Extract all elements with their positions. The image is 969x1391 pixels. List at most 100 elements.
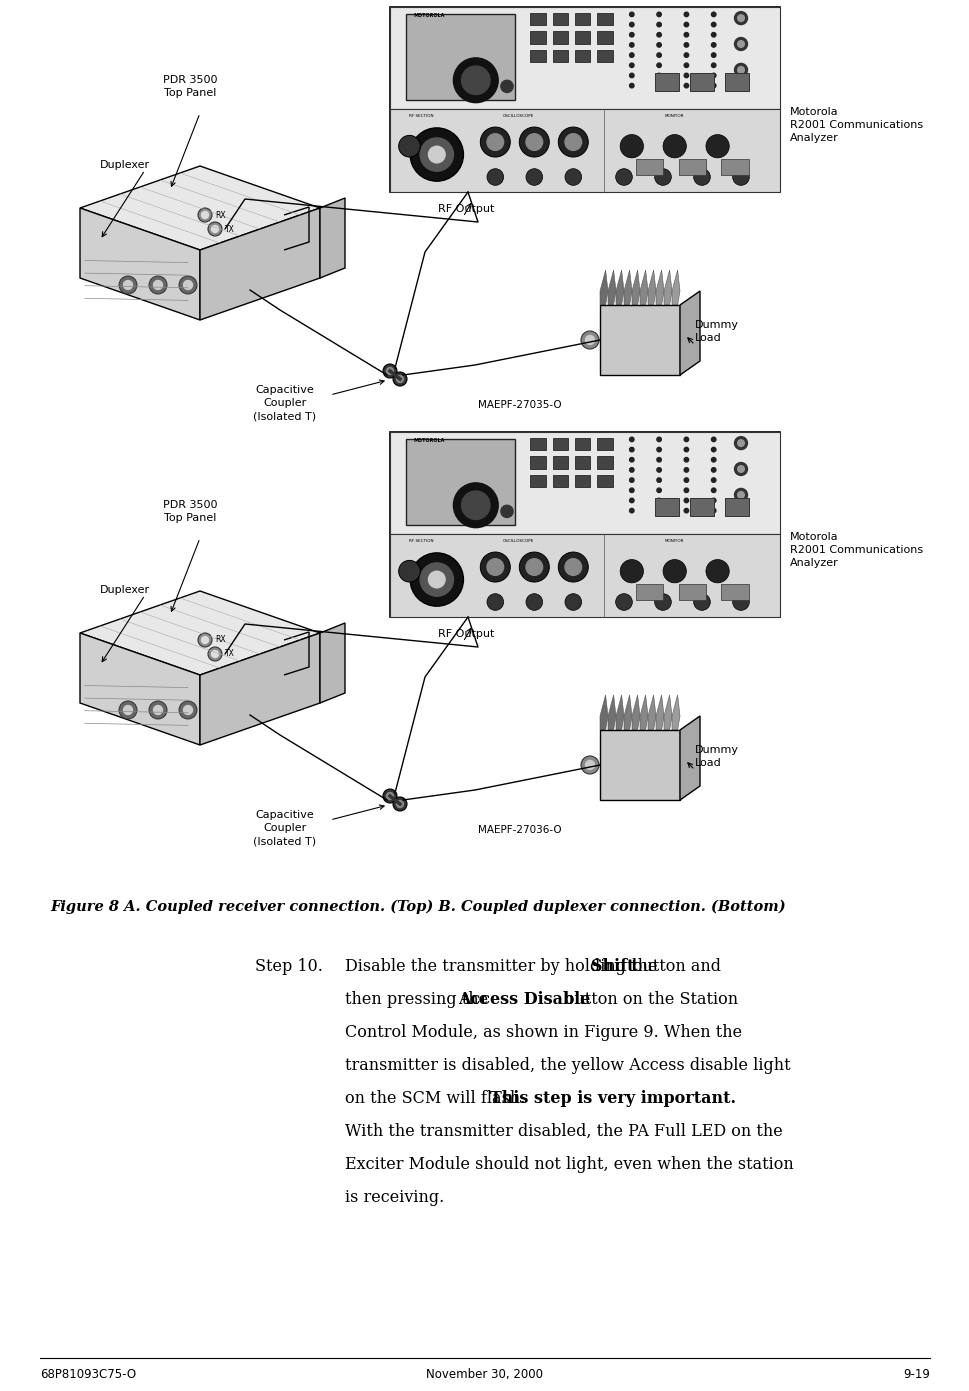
Polygon shape	[79, 591, 320, 675]
Polygon shape	[679, 716, 700, 800]
Text: MOTOROLA: MOTOROLA	[413, 438, 445, 442]
Text: Duplexer: Duplexer	[100, 160, 150, 170]
Circle shape	[710, 467, 715, 472]
Circle shape	[615, 168, 632, 185]
Text: November 30, 2000: November 30, 2000	[426, 1367, 543, 1381]
Circle shape	[710, 479, 715, 483]
Text: MAEPF-27036-O: MAEPF-27036-O	[478, 825, 561, 835]
Polygon shape	[600, 730, 679, 800]
Polygon shape	[647, 270, 655, 305]
Text: Exciter Module should not light, even when the station: Exciter Module should not light, even wh…	[345, 1156, 793, 1173]
Circle shape	[480, 552, 510, 581]
Circle shape	[480, 127, 510, 157]
Polygon shape	[79, 209, 200, 320]
Circle shape	[683, 83, 688, 88]
Bar	[575, 438, 590, 451]
Text: RF SECTION: RF SECTION	[409, 114, 433, 118]
Circle shape	[420, 138, 453, 171]
Text: TX: TX	[225, 224, 234, 234]
Circle shape	[580, 331, 599, 349]
Circle shape	[629, 22, 634, 26]
Text: Duplexer: Duplexer	[100, 586, 150, 595]
Circle shape	[629, 479, 634, 483]
Circle shape	[383, 789, 396, 803]
Circle shape	[710, 53, 715, 57]
Circle shape	[461, 65, 489, 95]
Text: MONITOR: MONITOR	[665, 114, 684, 118]
Circle shape	[119, 275, 137, 294]
Bar	[597, 13, 612, 25]
Circle shape	[736, 440, 743, 447]
Circle shape	[398, 135, 420, 157]
Bar	[690, 498, 713, 516]
Bar	[530, 50, 546, 63]
Circle shape	[656, 467, 661, 472]
Text: RX: RX	[215, 210, 226, 220]
Polygon shape	[672, 270, 679, 305]
Bar	[405, 14, 515, 100]
Bar	[654, 74, 678, 92]
Circle shape	[564, 134, 581, 150]
Circle shape	[734, 11, 747, 25]
Circle shape	[710, 488, 715, 492]
Polygon shape	[640, 696, 647, 730]
Bar	[690, 74, 713, 92]
Bar	[654, 498, 678, 516]
Text: Figure 8 A. Coupled receiver connection. (Top) B. Coupled duplexer connection. (: Figure 8 A. Coupled receiver connection.…	[50, 900, 785, 914]
Bar	[575, 456, 590, 469]
Text: Step 10.: Step 10.	[255, 958, 323, 975]
Circle shape	[564, 594, 581, 611]
Circle shape	[710, 83, 715, 88]
Circle shape	[683, 53, 688, 57]
Circle shape	[710, 458, 715, 462]
Circle shape	[710, 74, 715, 78]
Circle shape	[202, 637, 208, 644]
Circle shape	[198, 209, 212, 223]
Polygon shape	[600, 696, 608, 730]
Circle shape	[525, 168, 542, 185]
Circle shape	[396, 800, 403, 808]
Circle shape	[179, 275, 197, 294]
Text: This step is very important.: This step is very important.	[489, 1091, 735, 1107]
Circle shape	[656, 458, 661, 462]
Polygon shape	[615, 270, 623, 305]
Circle shape	[211, 225, 218, 232]
Circle shape	[629, 74, 634, 78]
Circle shape	[663, 135, 686, 157]
Circle shape	[629, 467, 634, 472]
Circle shape	[179, 701, 197, 719]
Circle shape	[580, 755, 599, 773]
Circle shape	[734, 488, 747, 501]
Text: OSCILLOSCOPE: OSCILLOSCOPE	[503, 114, 534, 118]
Bar	[597, 474, 612, 487]
Bar	[390, 534, 779, 618]
Circle shape	[656, 53, 661, 57]
Circle shape	[629, 498, 634, 502]
Circle shape	[629, 53, 634, 57]
Bar	[552, 474, 568, 487]
Circle shape	[663, 559, 686, 583]
Text: Control Module, as shown in Figure 9. When the: Control Module, as shown in Figure 9. Wh…	[345, 1024, 741, 1040]
Circle shape	[198, 633, 212, 647]
Bar	[678, 159, 705, 175]
Polygon shape	[664, 696, 672, 730]
Circle shape	[585, 761, 594, 769]
Circle shape	[525, 134, 542, 150]
Bar	[635, 584, 663, 601]
Circle shape	[683, 498, 688, 502]
Text: MOTOROLA: MOTOROLA	[413, 13, 445, 18]
Text: Motorola
R2001 Communications
Analyzer: Motorola R2001 Communications Analyzer	[789, 107, 922, 143]
Circle shape	[119, 701, 137, 719]
Circle shape	[564, 559, 581, 576]
Circle shape	[525, 559, 542, 576]
Polygon shape	[632, 696, 640, 730]
Circle shape	[619, 135, 642, 157]
Circle shape	[736, 67, 743, 74]
Circle shape	[656, 488, 661, 492]
Circle shape	[183, 705, 192, 715]
Polygon shape	[632, 270, 640, 305]
Circle shape	[211, 651, 218, 658]
Bar	[552, 456, 568, 469]
Circle shape	[710, 448, 715, 452]
Circle shape	[710, 43, 715, 47]
